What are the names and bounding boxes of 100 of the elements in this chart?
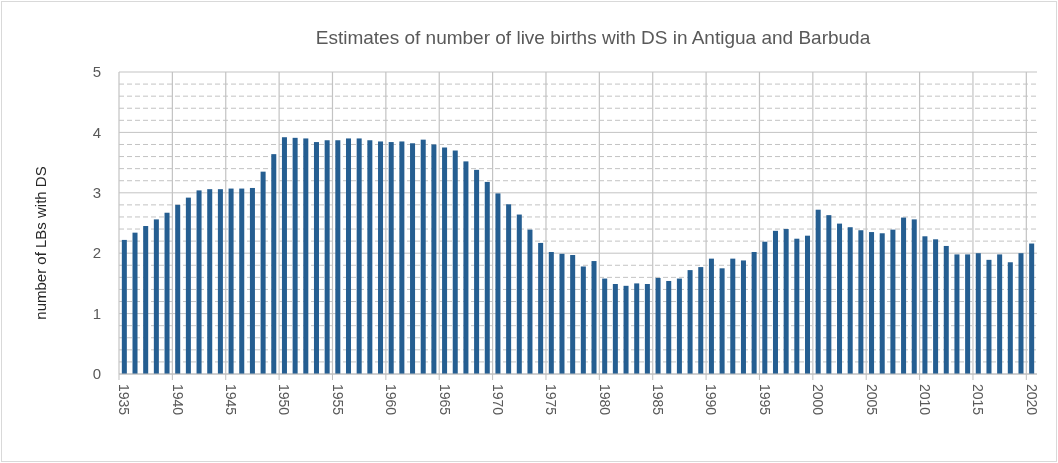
bar [719,268,725,374]
bar [740,260,746,374]
bar [399,141,405,374]
bar [484,181,490,374]
y-tick-label: 4 [92,123,101,141]
x-tick-label: 2015 [970,384,987,416]
bar [869,232,875,374]
bar [708,258,714,374]
bar [890,229,896,374]
bar [570,255,576,374]
bar [527,229,533,374]
bar [762,241,768,374]
bar [826,215,832,374]
bar [324,140,330,374]
x-tick-label: 2000 [810,384,827,416]
bar [345,138,352,374]
x-tick-label: 2005 [863,384,880,416]
bar [634,283,640,374]
y-tick-label: 1 [92,304,101,322]
bar [837,223,843,374]
x-tick-label: 1995 [756,384,773,416]
bar [463,161,469,374]
bar [249,187,255,374]
x-tick-label: 2010 [916,384,933,416]
bar [378,141,384,374]
bar [954,254,960,374]
bar [474,169,480,374]
x-tick-label: 1975 [543,384,560,416]
bar [858,230,864,374]
bar [730,258,736,374]
bar [1029,243,1035,374]
x-tick-label: 1940 [169,384,186,416]
bar [666,280,672,374]
x-tick-label: 1985 [650,384,667,416]
bar [943,245,949,374]
bar [228,188,234,374]
bar [164,212,170,374]
bar [965,254,971,374]
bar [271,154,277,374]
bar [975,253,981,374]
bar [506,204,512,374]
bar [783,229,789,374]
bar [388,142,394,374]
bar [804,235,811,374]
bar [452,150,458,374]
x-tick-label: 1955 [329,384,346,416]
bar [442,147,448,374]
y-axis-title: number of LBs with DS [32,166,49,320]
bar [559,253,565,374]
y-tick-label: 0 [92,365,101,383]
x-tick-label: 2020 [1023,384,1040,416]
bar [815,209,821,374]
bar [612,284,618,374]
bar [143,226,149,374]
x-tick-label: 1935 [116,384,133,416]
bar [933,239,939,374]
x-tick-label: 1965 [436,384,453,416]
bar [335,140,341,374]
y-tick-label: 3 [92,184,101,202]
bar [580,266,586,374]
bar [175,204,181,374]
x-tick-label: 1970 [489,384,506,416]
bar [751,251,757,374]
bar [410,143,416,374]
bar [922,236,928,374]
bar [698,267,704,374]
bar [602,278,608,374]
bar [655,277,661,374]
bar [879,233,885,374]
bar [997,254,1003,374]
bar [217,189,223,374]
bar [623,285,629,374]
bar [292,137,298,374]
x-tick-label: 1960 [383,384,400,416]
bar [644,284,650,374]
bar [239,188,245,374]
bar [207,189,213,374]
bar [986,259,992,374]
chart-title: Estimates of number of live births with DS in Antigua and Barbuda [315,27,871,48]
bar [901,217,907,374]
bar [196,190,202,374]
bar [516,214,522,374]
bar [121,239,127,374]
x-tick-label: 1945 [223,384,240,416]
x-tick-label: 1990 [703,384,720,416]
bar [431,144,437,374]
bar [676,278,682,374]
bar [356,138,362,374]
bar [303,138,309,374]
bar [591,261,597,374]
bar [538,242,544,374]
bar [1018,253,1024,374]
bar [260,171,266,374]
bar [185,197,191,374]
y-tick-label: 5 [92,63,101,81]
y-tick-label: 2 [92,244,101,262]
bar [153,219,159,374]
bar [687,270,693,374]
bar [1007,262,1013,374]
bar [420,139,426,374]
